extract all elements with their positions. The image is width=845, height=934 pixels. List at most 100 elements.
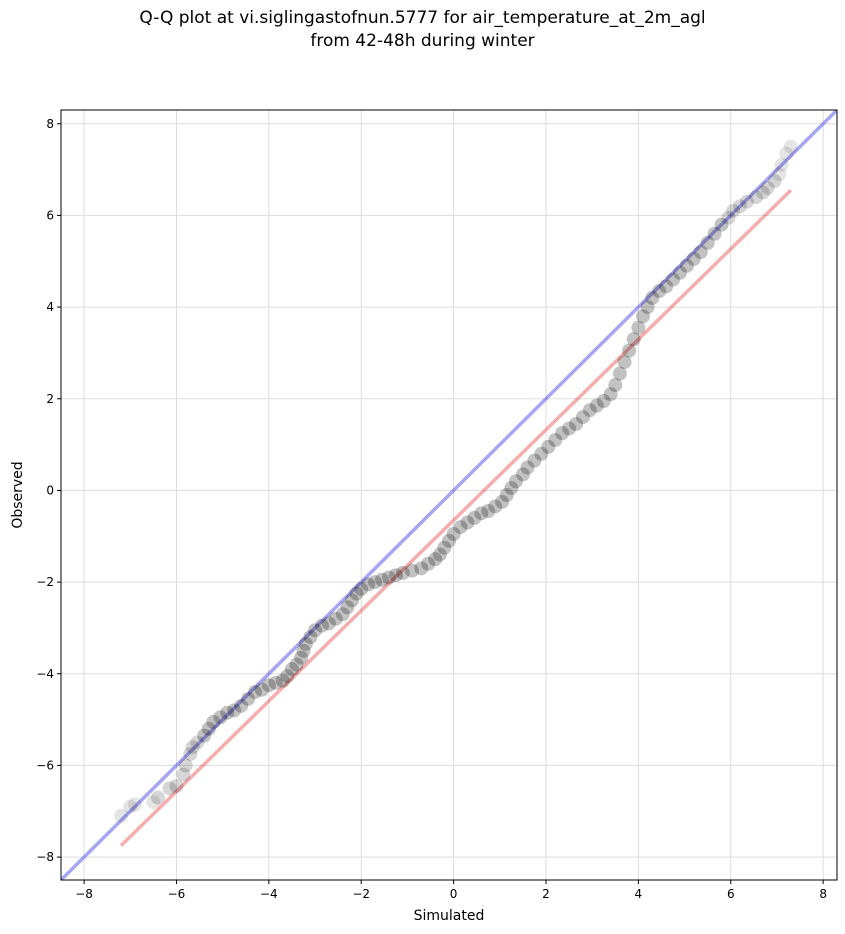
qq-point bbox=[227, 703, 242, 718]
qq-point bbox=[241, 691, 256, 706]
qq-point bbox=[749, 190, 764, 205]
qq-point bbox=[733, 199, 747, 214]
qq-point bbox=[114, 808, 129, 823]
y-tick-label: −4 bbox=[36, 667, 54, 681]
chart-title-line1: Q-Q plot at vi.siglingastofnun.5777 for … bbox=[139, 8, 706, 28]
qq-point bbox=[767, 174, 782, 189]
y-tick-label: 2 bbox=[46, 392, 54, 406]
qq-point bbox=[659, 279, 674, 294]
qq-point bbox=[636, 309, 650, 324]
qq-point bbox=[123, 799, 138, 814]
qq-point bbox=[261, 678, 276, 693]
qq-point bbox=[499, 488, 514, 502]
qq-point bbox=[421, 556, 436, 571]
qq-point bbox=[626, 332, 641, 347]
qq-point bbox=[520, 460, 535, 475]
qq-point bbox=[555, 426, 570, 441]
qq-point bbox=[774, 158, 789, 172]
qq-point bbox=[515, 467, 530, 482]
qq-point bbox=[183, 746, 198, 761]
chart-title-line2: from 42-48h during winter bbox=[310, 31, 535, 51]
qq-point bbox=[254, 682, 269, 697]
qq-point bbox=[726, 203, 741, 218]
x-tick-label: 8 bbox=[819, 887, 827, 901]
qq-point bbox=[213, 710, 228, 725]
qq-point bbox=[622, 343, 637, 358]
y-tick-label: 8 bbox=[46, 117, 54, 131]
x-tick-label: −2 bbox=[352, 887, 370, 901]
qq-point bbox=[354, 581, 369, 596]
qq-point bbox=[467, 510, 482, 525]
x-tick-label: −6 bbox=[168, 887, 186, 901]
qq-point bbox=[666, 272, 681, 287]
qq-point bbox=[388, 568, 403, 583]
qq-point bbox=[474, 506, 489, 521]
qq-point bbox=[527, 453, 542, 468]
y-axis-label: Observed bbox=[10, 461, 26, 528]
qq-point bbox=[603, 387, 618, 402]
qq-point bbox=[298, 636, 313, 651]
qq-point bbox=[453, 520, 468, 535]
qq-point bbox=[783, 139, 798, 154]
qq-point bbox=[151, 790, 165, 805]
y-tick-label: −8 bbox=[36, 850, 54, 864]
qq-point bbox=[289, 657, 304, 672]
qq-point bbox=[328, 611, 343, 626]
y-tick-label: −6 bbox=[36, 758, 54, 772]
qq-point bbox=[575, 410, 590, 425]
x-tick-label: −8 bbox=[75, 887, 93, 901]
qq-point bbox=[176, 767, 191, 782]
qq-point bbox=[721, 210, 736, 225]
qq-point bbox=[197, 728, 212, 743]
x-tick-label: 4 bbox=[635, 887, 643, 901]
axis-ticks: −8 −6 −4 −2 0 2 4 6 8 −8 −6 −4 −2 0 2 4 6 8 bbox=[36, 117, 827, 901]
x-tick-label: 6 bbox=[727, 887, 735, 901]
y-tick-label: 6 bbox=[46, 208, 54, 222]
qq-point bbox=[201, 721, 216, 736]
qq-point bbox=[335, 607, 350, 622]
identity-line bbox=[61, 110, 837, 880]
qq-point bbox=[268, 675, 283, 690]
qq-point bbox=[146, 795, 161, 810]
qq-point bbox=[617, 355, 632, 370]
qq-point bbox=[582, 403, 597, 418]
qq-point bbox=[548, 433, 563, 447]
qq-point bbox=[460, 515, 475, 530]
qq-point bbox=[686, 251, 701, 266]
qq-point bbox=[739, 194, 754, 209]
qq-point bbox=[608, 378, 623, 392]
qq-point bbox=[368, 575, 383, 590]
qq-point bbox=[612, 366, 627, 381]
qq-point bbox=[395, 565, 410, 580]
qq-point bbox=[345, 593, 359, 608]
qq-point bbox=[442, 533, 456, 548]
qq-point bbox=[562, 421, 577, 436]
qq-point bbox=[756, 185, 771, 200]
qq-point bbox=[693, 245, 708, 260]
qq-point bbox=[428, 552, 443, 567]
qq-point bbox=[640, 300, 655, 315]
plot-frame bbox=[60, 109, 838, 881]
qq-point bbox=[504, 481, 519, 496]
qq-point bbox=[534, 446, 549, 461]
qq-point bbox=[700, 235, 715, 250]
plot-area bbox=[61, 110, 837, 880]
y-tick-label: 0 bbox=[46, 483, 54, 497]
qq-point bbox=[381, 570, 396, 585]
qq-point bbox=[296, 643, 311, 658]
qq-point bbox=[185, 740, 200, 755]
x-tick-label: 2 bbox=[542, 887, 550, 901]
qq-point bbox=[779, 146, 794, 161]
x-tick-label: −4 bbox=[260, 887, 278, 901]
x-axis-label: Simulated bbox=[414, 908, 485, 924]
qq-point bbox=[714, 217, 729, 232]
qq-point bbox=[284, 662, 299, 677]
qq-point bbox=[631, 320, 646, 335]
qq-point bbox=[481, 504, 496, 519]
qq-point bbox=[314, 618, 329, 633]
fit-line bbox=[119, 188, 793, 847]
qq-point bbox=[234, 698, 249, 713]
qq-point bbox=[349, 586, 364, 601]
qq-point bbox=[446, 526, 461, 541]
